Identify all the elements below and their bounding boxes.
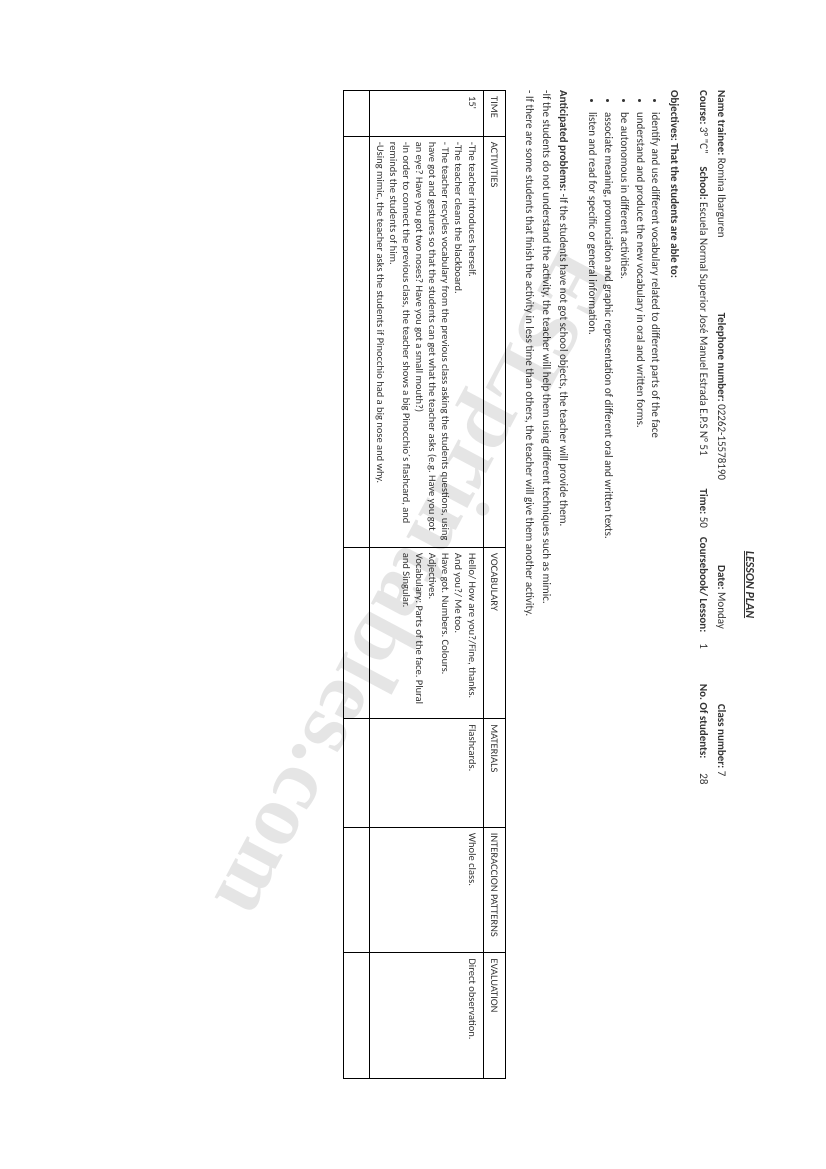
lesson-table: TIME ACTIVITIES VOCABULARY MATERIALS INT…: [343, 90, 506, 1079]
classnum-value: 7: [715, 771, 728, 777]
cell-time: 15': [369, 91, 483, 137]
cell-vocabulary: [343, 547, 369, 718]
anticipated-label: Anticipated problems:: [557, 90, 570, 191]
anticipated-item: - If there are some students that finish…: [522, 90, 537, 1079]
cell-vocabulary: Hello/ How are you?/Fine, thanks. And yo…: [369, 547, 483, 718]
anticipated-item: -If the students do not understand the a…: [539, 90, 554, 1079]
cell-time: [343, 91, 369, 137]
col-time: TIME: [483, 91, 505, 137]
objectives-heading: Objectives: That the students are able t…: [668, 90, 681, 1079]
school-label: School:: [697, 166, 710, 199]
students-value: 28: [697, 773, 710, 784]
document-page: LESSON PLAN Name trainee: Romina Ibargur…: [0, 0, 826, 1169]
objective-item: associate meaning, pronunciation and gra…: [600, 112, 615, 1079]
cell-evaluation: [343, 953, 369, 1079]
cell-interaction: Whole class.: [369, 827, 483, 953]
students-label: No. Of students:: [697, 684, 710, 758]
col-vocabulary: VOCABULARY: [483, 547, 505, 718]
name-value: Romina Ibarguren: [715, 158, 728, 238]
page-title: LESSON PLAN: [742, 551, 756, 618]
phone-label: Telephone number:: [715, 313, 728, 402]
objectives-list: identify and use different vocabulary re…: [584, 112, 662, 1079]
objective-item: listen and read for specific or general …: [584, 112, 599, 1079]
date-label: Date:: [715, 565, 728, 590]
date-value: Monday: [715, 592, 728, 629]
time-label: Time:: [697, 489, 710, 515]
anticipated-item: -If the students have not got school obj…: [557, 194, 570, 527]
cell-evaluation: Direct observation.: [369, 953, 483, 1079]
course-label: Course:: [697, 90, 710, 124]
school-value: Escuela Normal Superior José Manuel Estr…: [697, 202, 710, 455]
table-row: 15' -The teacher introduces herself. -Th…: [369, 91, 483, 1079]
objective-item: identify and use different vocabulary re…: [648, 112, 663, 1079]
header-line-1: Name trainee: Romina Ibarguren Telephone…: [714, 90, 728, 1079]
col-materials: MATERIALS: [483, 719, 505, 828]
header-line-2: Course: 3° "C" School: Escuela Normal Su…: [695, 90, 709, 1079]
anticipated-block: Anticipated problems: -If the students h…: [522, 90, 571, 1079]
name-label: Name trainee:: [715, 90, 728, 155]
phone-value: 02262-15578190: [715, 404, 728, 480]
book-label: Coursebook/ Lesson:: [697, 537, 710, 632]
book-value: 1: [697, 643, 710, 649]
classnum-label: Class number:: [715, 704, 728, 768]
objective-item: be autonomous in different activities.: [616, 112, 631, 1079]
cell-interaction: [343, 827, 369, 953]
cell-activities: [343, 136, 369, 547]
objective-item: understand and produce the new vocabular…: [632, 112, 647, 1079]
col-activities: ACTIVITIES: [483, 136, 505, 547]
col-interaction: INTERACCION PATTERNS: [483, 827, 505, 953]
title-row: LESSON PLAN: [742, 90, 756, 1079]
table-row: [343, 91, 369, 1079]
table-header-row: TIME ACTIVITIES VOCABULARY MATERIALS INT…: [483, 91, 505, 1079]
cell-activities: -The teacher introduces herself. -The te…: [369, 136, 483, 547]
col-evaluation: EVALUATION: [483, 953, 505, 1079]
cell-materials: Flashcards.: [369, 719, 483, 828]
cell-materials: [343, 719, 369, 828]
time-value: 50: [697, 517, 710, 528]
course-value: 3° "C": [697, 127, 710, 153]
